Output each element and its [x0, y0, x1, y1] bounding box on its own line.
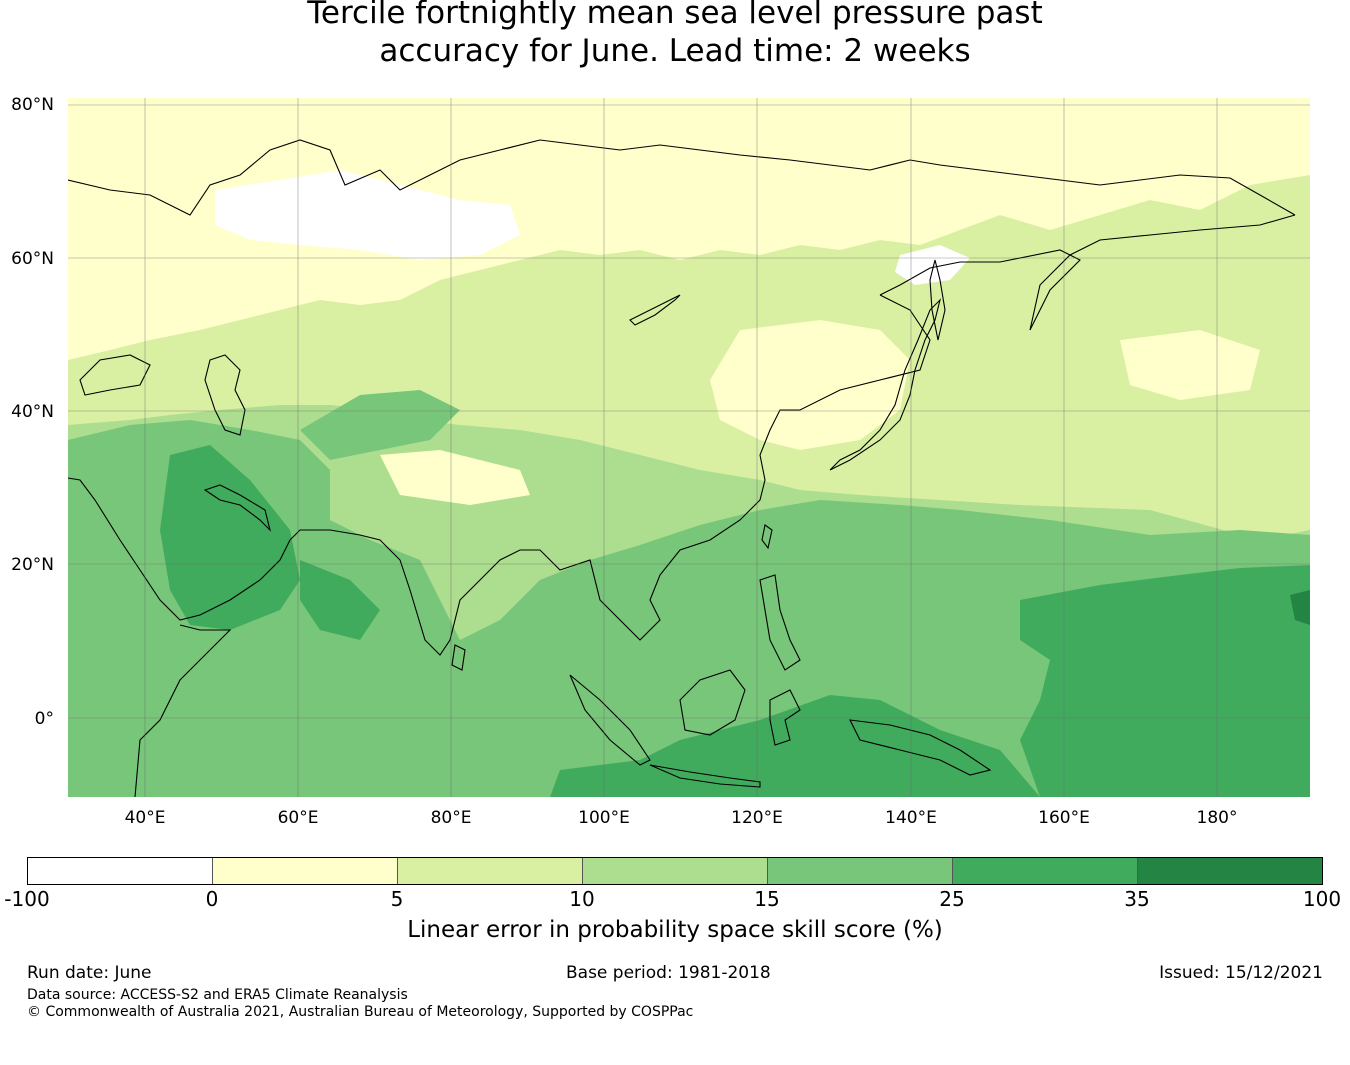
colorbar-tick: 0: [205, 887, 219, 911]
gridlines: [68, 98, 1310, 797]
colorbar-tick: 35: [1124, 887, 1150, 911]
copyright: © Commonwealth of Australia 2021, Austra…: [27, 1004, 694, 1020]
coast-baikal: [629, 294, 681, 326]
lat-labels: 80°N 60°N 40°N 20°N 0°: [11, 95, 54, 729]
map-fill-layer: [68, 98, 1310, 797]
lat-label-0: 0°: [35, 709, 54, 729]
region-15-25-central-asia: [300, 390, 460, 460]
region-35-100: [1290, 590, 1310, 625]
coast-philippines: [759, 574, 801, 671]
colorbar-seg-2: [213, 858, 398, 884]
colorbar-seg-6: [953, 858, 1138, 884]
coast-sakhalin: [929, 259, 946, 341]
lon-label-120: 120°E: [731, 808, 783, 828]
coast-new-guinea: [849, 719, 992, 776]
colorbar-seg-4: [583, 858, 768, 884]
map-title: Tercile fortnightly mean sea level press…: [0, 0, 1350, 70]
lat-label-20: 20°N: [11, 555, 54, 575]
lat-label-40: 40°N: [11, 402, 54, 422]
colorbar-seg-5: [768, 858, 953, 884]
skill-map: 80°N 60°N 40°N 20°N 0° 40°E 60°E 80°E 10…: [11, 95, 1310, 828]
coast-gulf: [203, 484, 272, 532]
colorbar-tick: -100: [4, 887, 50, 911]
coast-okhotsk: [879, 249, 1081, 331]
lon-label-100: 100°E: [578, 808, 630, 828]
coast-africa-east: [134, 624, 232, 797]
title-line-2: accuracy for June. Lead time: 2 weeks: [379, 33, 971, 69]
coast-sulawesi: [769, 689, 801, 746]
coastlines: [68, 139, 1296, 797]
colorbar: [27, 857, 1323, 885]
coast-borneo: [679, 669, 746, 736]
colorbar-tick: 100: [1302, 887, 1342, 911]
lon-label-140: 140°E: [885, 808, 937, 828]
colorbar-tick: 25: [939, 887, 965, 911]
colorbar-tick: 10: [569, 887, 595, 911]
title-line-1: Tercile fortnightly mean sea level press…: [307, 0, 1043, 31]
issued-date: Issued: 15/12/2021: [1159, 963, 1323, 983]
lat-label-80: 80°N: [11, 95, 54, 115]
colorbar-seg-1: [28, 858, 213, 884]
lon-label-80: 80°E: [431, 808, 472, 828]
region-0-5-east-asia: [710, 320, 910, 450]
region-25-35-pacific: [1020, 565, 1310, 797]
lon-label-60: 60°E: [278, 808, 319, 828]
region-0-5-pacific: [1120, 330, 1260, 400]
coast-north-eurasia: [68, 139, 1296, 216]
region-25-35-india: [300, 560, 380, 640]
base-period: Base period: 1981-2018: [566, 963, 771, 983]
colorbar-seg-7: [1138, 858, 1322, 884]
coast-java: [649, 764, 761, 788]
coast-japan: [829, 298, 942, 471]
lon-label-40: 40°E: [125, 808, 166, 828]
region-15-25: [68, 420, 1310, 797]
data-source: Data source: ACCESS-S2 and ERA5 Climate …: [27, 987, 408, 1003]
region-25-35-indonesia: [550, 695, 1040, 797]
coast-sumatra: [569, 674, 651, 766]
colorbar-tick: 15: [754, 887, 780, 911]
coast-kamchatka: [1029, 214, 1296, 331]
lon-labels: 40°E 60°E 80°E 100°E 120°E 140°E 160°E 1…: [125, 808, 1238, 828]
coast-caspian: [204, 354, 246, 436]
colorbar-seg-3: [398, 858, 583, 884]
region-below-0-russia: [215, 170, 520, 260]
coast-east-asia: [289, 294, 931, 656]
run-date: Run date: June: [27, 963, 152, 983]
region-0-5-tibet: [380, 450, 530, 505]
region-25-35-arabia: [160, 445, 300, 630]
coast-arabia: [68, 477, 291, 621]
region-below-0-okhotsk: [895, 245, 970, 285]
region-0-5: [68, 98, 1310, 360]
lon-label-160: 160°E: [1038, 808, 1090, 828]
lon-label-180: 180°: [1197, 808, 1238, 828]
colorbar-label: Linear error in probability space skill …: [407, 917, 943, 943]
coast-taiwan: [761, 524, 773, 550]
coast-sri-lanka: [451, 644, 466, 671]
lat-label-60: 60°N: [11, 249, 54, 269]
colorbar-tick: 5: [390, 887, 404, 911]
